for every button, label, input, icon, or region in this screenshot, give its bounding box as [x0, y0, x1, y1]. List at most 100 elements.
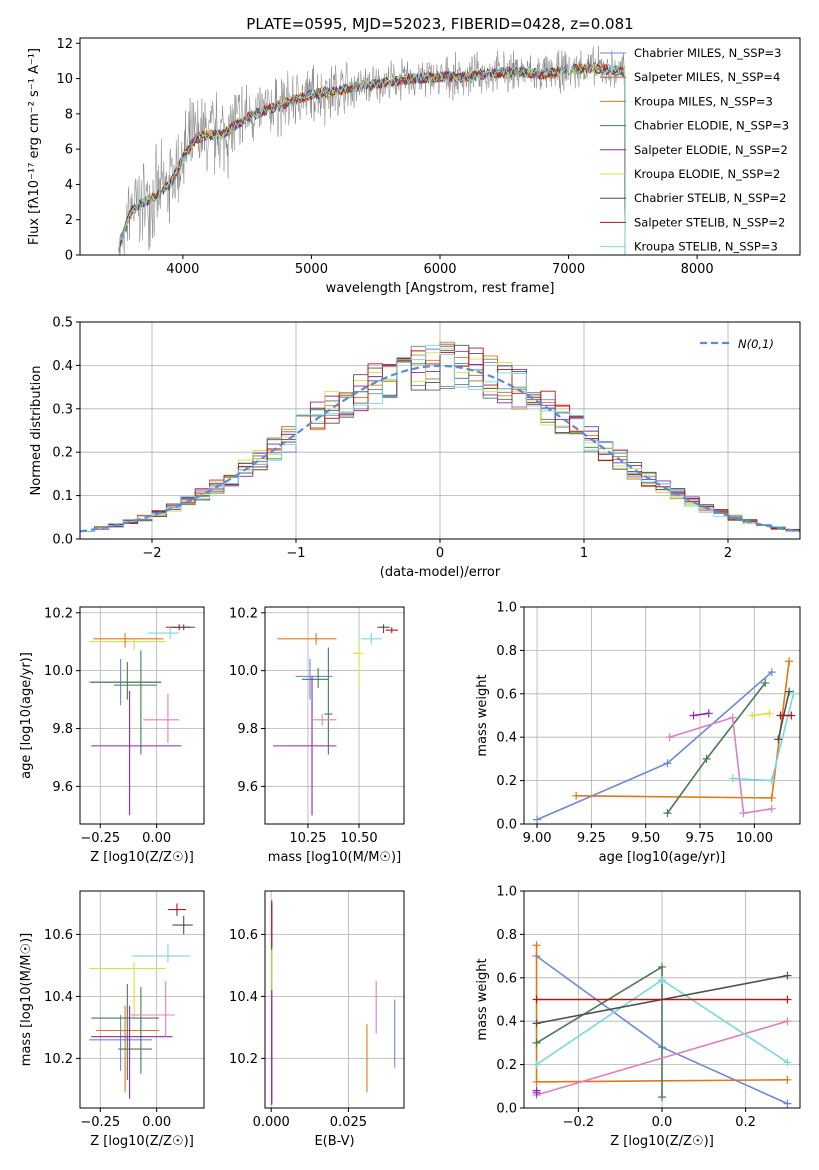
y-tick-label: 0.4 [496, 1015, 517, 1030]
y-tick-label: 0.8 [496, 644, 517, 659]
legend-entry: Salpeter ELODIE, N_SSP=2 [634, 143, 788, 157]
weight-point [748, 711, 757, 720]
x-axis-label: Z [log10(Z/Z☉)] [90, 850, 194, 865]
errorbar-marker [167, 903, 186, 916]
plot-frame [79, 321, 801, 540]
weight-point [663, 809, 672, 818]
errorbar-marker [93, 633, 164, 648]
y-tick-label: 10.2 [44, 1052, 73, 1067]
errorbar-marker [91, 661, 162, 700]
weight-point [689, 711, 698, 720]
y-tick-label: 2 [65, 213, 73, 228]
weight-point [658, 1093, 666, 1102]
errorbar-marker [118, 987, 153, 1074]
y-tick-label: 0.2 [496, 1058, 517, 1073]
errorbar-marker [89, 1015, 153, 1071]
y-tick-label: 0.2 [496, 774, 517, 789]
y-tick-label: 4 [65, 178, 73, 193]
model-spectrum-7 [118, 62, 626, 255]
errorbar-marker [312, 714, 337, 726]
weight-line [669, 716, 772, 815]
y-tick-label: 0.0 [496, 1102, 517, 1117]
legend-entry: Chabrier ELODIE, N_SSP=3 [634, 119, 789, 133]
y-tick-label: 0.3 [52, 402, 73, 417]
y-tick-label: 0 [65, 249, 73, 264]
weight-point [532, 1060, 541, 1069]
y-tick-label: 8 [65, 107, 73, 122]
legend-entry: Kroupa STELIB, N_SSP=3 [634, 240, 778, 254]
legend-entry: Kroupa MILES, N_SSP=3 [634, 94, 773, 108]
legend-entry: Salpeter STELIB, N_SSP=2 [634, 215, 785, 229]
x-tick-label: 1 [580, 546, 588, 561]
model-spectrum-3 [118, 63, 626, 255]
weight-point [776, 711, 785, 720]
y-tick-label: 12 [56, 37, 73, 52]
legend-entry: Salpeter MILES, N_SSP=4 [634, 70, 780, 84]
y-tick-label: 0.0 [496, 818, 517, 833]
y-tick-label: 0.4 [496, 731, 517, 746]
legend-entry: Kroupa ELODIE, N_SSP=2 [634, 167, 780, 181]
y-tick-label: 1.0 [496, 885, 517, 900]
weight-point [702, 754, 711, 763]
model-spectrum-2 [118, 62, 626, 255]
plot-frame [523, 890, 801, 1109]
y-axis-label: age [log10(age/yr)] [19, 652, 34, 779]
weight-line [666, 682, 766, 814]
errorbar-marker [143, 693, 180, 743]
weight-point [658, 962, 666, 971]
y-tick-label: 9.6 [237, 780, 258, 795]
weight-point [728, 713, 737, 722]
weight-point [728, 774, 737, 783]
weight-point [774, 735, 783, 744]
x-tick-label: 9.25 [577, 831, 606, 846]
x-tick-label: 10.50 [340, 831, 377, 846]
errorbar-marker [91, 984, 159, 1081]
errorbar-marker [147, 627, 180, 639]
x-tick-label: −2 [142, 546, 161, 561]
errorbar-marker [301, 667, 329, 689]
weight-line [576, 661, 790, 799]
weight-point [783, 1058, 792, 1067]
plot-layer: 4000 5000 6000 7000 8000024681012wavelength … [19, 37, 801, 1149]
weight-point [532, 1019, 541, 1028]
model-spectrum-0 [118, 61, 626, 255]
model-spectrum-6 [118, 61, 626, 255]
x-tick-label: 0.0 [652, 1115, 673, 1130]
y-tick-label: 0.4 [52, 359, 73, 374]
chart-title: PLATE=0595, MJD=52023, FIBERID=0428, z=0… [246, 15, 633, 33]
x-tick-label: 0.2 [735, 1115, 756, 1130]
x-axis-label: Z [log10(Z/Z☉)] [610, 1134, 714, 1149]
panel-7: −0.2 0.0 0.2 0.0 0.2 0.4 0.6 0.8 1.0 Z [log10(Z/Z… [475, 885, 801, 1149]
x-tick-label: 0.025 [330, 1115, 367, 1130]
weight-point [789, 689, 798, 698]
x-tick-label: 0.000 [253, 1115, 290, 1130]
errorbar-marker [385, 627, 398, 634]
panel-5: −0.25 0.00 10.2 10.4 10.6 Z [log10(Z/Z☉)] mass… [19, 890, 205, 1149]
errorbar-marker [172, 915, 193, 935]
plot-frame [264, 606, 405, 825]
y-tick-label: 0.2 [52, 446, 73, 461]
weight-point [572, 791, 581, 800]
y-tick-label: 10.6 [44, 928, 73, 943]
errorbar-marker [129, 980, 175, 1037]
x-axis-label: wavelength [Angstrom, rest frame] [326, 281, 555, 296]
panel-4: 9.00 9.25 9.50 9.75 10.00 0.0 0.2 0.4 0.6 0.8 1.0 a… [475, 601, 801, 865]
model-spectrum-5 [118, 62, 626, 255]
data-spectrum [118, 45, 626, 255]
weight-point [767, 804, 776, 813]
weight-point [532, 1038, 541, 1047]
legend-entry: Chabrier MILES, N_SSP=3 [634, 46, 781, 60]
y-tick-label: 6 [65, 143, 73, 158]
plot-frame [79, 606, 205, 825]
y-tick-label: 0.8 [496, 928, 517, 943]
x-axis-label: age [log10(age/yr)] [599, 850, 726, 865]
panel-2: −0.25 0.00 9.6 9.8 10.0 10.2 Z [log10(Z/Z☉)] ag… [19, 606, 205, 865]
y-tick-label: 10.2 [44, 606, 73, 621]
x-tick-label: −1 [286, 546, 305, 561]
plot-frame [79, 890, 205, 1109]
weight-line [536, 965, 663, 1098]
x-tick-label: 8000 [681, 262, 714, 277]
y-tick-label: 9.6 [52, 780, 73, 795]
panel-1: −2 −1 0 1 2 0.0 0.1 0.2 0.3 0.4 0.5 (data-model)/er… [29, 316, 801, 580]
